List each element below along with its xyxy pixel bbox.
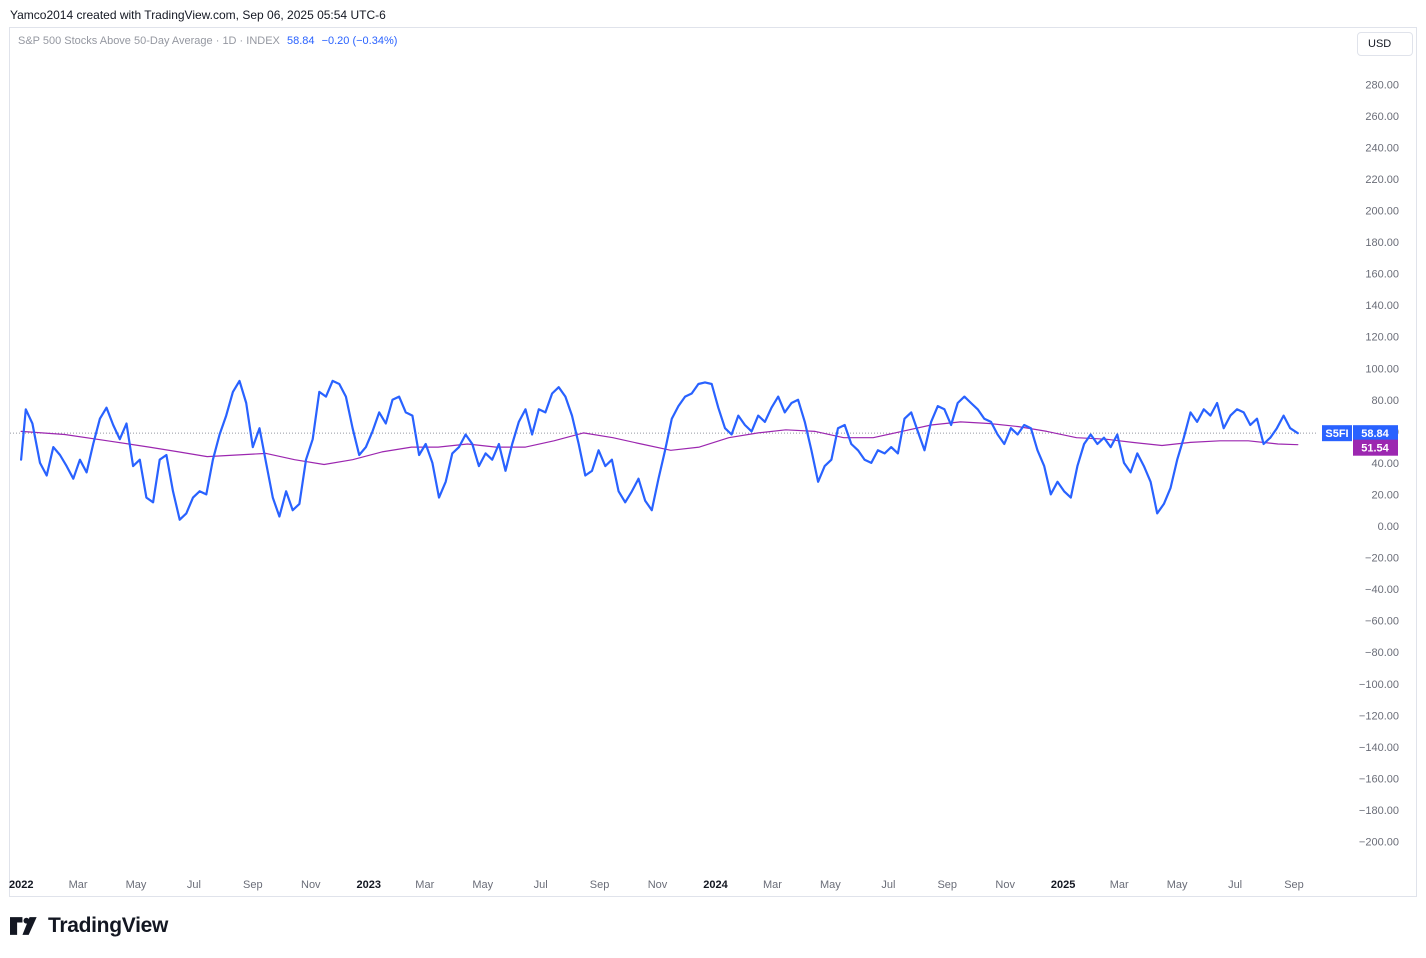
y-tick-label: 0.00 bbox=[1378, 521, 1399, 533]
y-tick-label: −120.00 bbox=[1359, 710, 1399, 722]
legend-title: S&P 500 Stocks Above 50-Day Average · 1D… bbox=[18, 35, 280, 47]
x-tick-label: 2025 bbox=[1051, 879, 1075, 891]
y-tick-label: 100.00 bbox=[1365, 363, 1399, 375]
x-tick-label: May bbox=[472, 879, 493, 891]
x-tick-label: Jul bbox=[187, 879, 201, 891]
series-name-tag-bg bbox=[1322, 425, 1352, 442]
price-tag-value: 58.84 bbox=[1361, 428, 1389, 440]
x-tick-label: 2022 bbox=[9, 879, 33, 891]
y-tick-label: 240.00 bbox=[1365, 142, 1399, 154]
y-tick-label: −20.00 bbox=[1365, 553, 1399, 565]
x-tick-label: May bbox=[820, 879, 841, 891]
x-tick-label: Jul bbox=[534, 879, 548, 891]
price-tag-bg bbox=[1353, 425, 1398, 442]
series-name-tag: S5FI bbox=[1325, 428, 1348, 440]
y-tick-label: 180.00 bbox=[1365, 237, 1399, 249]
y-tick-label: −200.00 bbox=[1359, 837, 1399, 849]
series-legend[interactable]: S&P 500 Stocks Above 50-Day Average · 1D… bbox=[18, 35, 397, 47]
x-tick-label: Mar bbox=[1110, 879, 1129, 891]
s5fi-line bbox=[20, 379, 1299, 521]
y-tick-label: 40.00 bbox=[1371, 458, 1399, 470]
y-tick-label: 280.00 bbox=[1365, 79, 1399, 91]
legend-value: 58.84 bbox=[286, 35, 315, 47]
tradingview-logo: TradingView bbox=[10, 914, 168, 938]
s5fi-series bbox=[20, 379, 1299, 521]
x-tick-label: Jul bbox=[1228, 879, 1242, 891]
x-tick-label: 2023 bbox=[356, 879, 380, 891]
price-tag-bg bbox=[1353, 439, 1398, 456]
price-tag-value: 51.54 bbox=[1361, 443, 1389, 455]
price-tags: S5FI 58.84 51.54 bbox=[1322, 425, 1398, 456]
y-tick-label: −100.00 bbox=[1359, 679, 1399, 691]
series-price-tag: S5FI 58.84 bbox=[1322, 425, 1398, 442]
x-tick-label: Nov bbox=[301, 879, 321, 891]
y-tick-label: −80.00 bbox=[1365, 647, 1399, 659]
chart-caption: Yamco2014 created with TradingView.com, … bbox=[10, 8, 386, 22]
y-tick-label: −40.00 bbox=[1365, 584, 1399, 596]
y-tick-label: 220.00 bbox=[1365, 174, 1399, 186]
x-tick-label: Sep bbox=[1284, 879, 1304, 891]
y-tick-label: 260.00 bbox=[1365, 111, 1399, 123]
ma-line bbox=[20, 421, 1299, 466]
y-tick-label: 140.00 bbox=[1365, 300, 1399, 312]
x-tick-label: Sep bbox=[243, 879, 263, 891]
ma-series bbox=[20, 421, 1299, 466]
x-tick-label: Jul bbox=[881, 879, 895, 891]
y-tick-label: 160.00 bbox=[1365, 269, 1399, 281]
x-tick-label: Mar bbox=[763, 879, 782, 891]
tradingview-logo-text: TradingView bbox=[48, 914, 169, 937]
x-tick-label: Mar bbox=[415, 879, 434, 891]
tradingview-logo-icon bbox=[10, 917, 37, 935]
y-tick-label: 200.00 bbox=[1365, 206, 1399, 218]
y-tick-label: 20.00 bbox=[1371, 489, 1399, 501]
y-axis[interactable]: 280.00 260.00 240.00 220.00 200.00 180.00 160.… bbox=[1359, 79, 1399, 848]
y-tick-label: 80.00 bbox=[1371, 395, 1399, 407]
y-tick-label: 120.00 bbox=[1365, 332, 1399, 344]
x-tick-label: Sep bbox=[937, 879, 957, 891]
x-tick-label: Nov bbox=[995, 879, 1015, 891]
x-tick-label: Sep bbox=[590, 879, 610, 891]
x-tick-label: Mar bbox=[69, 879, 88, 891]
x-tick-label: May bbox=[126, 879, 147, 891]
currency-button[interactable]: USD bbox=[1357, 32, 1413, 56]
y-tick-label: −60.00 bbox=[1365, 616, 1399, 628]
x-tick-label: 2024 bbox=[703, 879, 728, 891]
ma-price-tag: 51.54 bbox=[1353, 439, 1398, 456]
x-tick-label: May bbox=[1167, 879, 1188, 891]
y-tick-label: −180.00 bbox=[1359, 805, 1399, 817]
x-tick-label: Nov bbox=[648, 879, 668, 891]
y-tick-label: −140.00 bbox=[1359, 742, 1399, 754]
chart-frame bbox=[9, 27, 1417, 897]
y-tick-label: −160.00 bbox=[1359, 773, 1399, 785]
legend-change: −0.20 (−0.34%) bbox=[321, 35, 398, 47]
x-axis[interactable]: 2022 Mar May Jul Sep Nov 2023 Mar May Jul Sep Nov 20… bbox=[9, 879, 1304, 891]
